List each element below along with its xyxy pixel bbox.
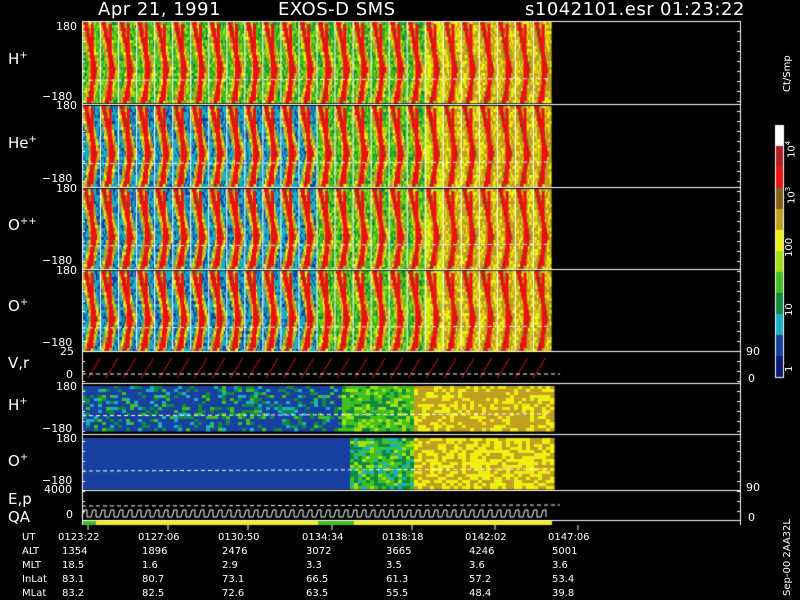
footer-cell: 2.9 (222, 560, 238, 571)
panel-label-o-plus-plus: O++ (8, 216, 37, 234)
footer-side-text: Sep-00 2AA32L (782, 519, 793, 596)
footer-cell: 3.5 (386, 560, 402, 571)
footer-row-name: MLat (22, 588, 47, 599)
footer-cell: 61.3 (386, 574, 409, 585)
panel-tick-bottom: −180 (42, 172, 73, 185)
footer-cell: 53.4 (552, 574, 575, 585)
panel-tick-top: 180 (56, 20, 77, 33)
footer-cell: 80.7 (142, 574, 165, 585)
panel-label-o-plus-2: O+ (8, 452, 29, 470)
header-instrument: EXOS-D SMS (278, 0, 396, 20)
footer-cell: 63.5 (306, 588, 329, 599)
panel-label-h-plus-2: H+ (8, 396, 28, 414)
panel-label-ep: E,p (8, 490, 32, 508)
footer-cell: 0147:06 (548, 532, 590, 543)
footer-cell: 73.1 (222, 574, 245, 585)
colorbar-label-10-4: 104 (784, 140, 798, 158)
footer-cell: 4246 (469, 546, 495, 557)
panel-tick-top: 180 (56, 380, 77, 393)
vr-tick-top: 25 (60, 345, 74, 358)
ep-right-tick-zero: 0 (748, 511, 755, 524)
panel-tick-bottom: −180 (42, 474, 73, 487)
footer-cell: 57.2 (469, 574, 492, 585)
panel-tick-top: 180 (56, 182, 77, 195)
footer-row-name: InLat (22, 574, 47, 585)
footer-cell: 2476 (222, 546, 248, 557)
panel-tick-top: 180 (56, 99, 77, 112)
panel-tick-top: 180 (56, 432, 77, 445)
footer-cell: 5001 (552, 546, 578, 557)
panel-label-qa: QA (8, 508, 31, 526)
panel-tick-bottom: −180 (42, 90, 73, 103)
vr-right-tick-top: 90 (746, 345, 760, 358)
footer-cell: 3072 (306, 546, 332, 557)
footer-row-name: ALT (22, 546, 40, 557)
o-plus-right-tick: 90 (746, 481, 760, 494)
ep-tick-top: 4000 (44, 483, 72, 496)
panel-label-o-plus: O+ (8, 297, 29, 315)
header-date: Apr 21, 1991 (98, 0, 222, 20)
vr-tick-zero: 0 (66, 368, 73, 381)
footer-cell: 0138:18 (382, 532, 424, 543)
footer-row-name: MLT (22, 560, 41, 571)
footer-cell: 1354 (62, 546, 88, 557)
colorbar-label-100: 100 (784, 237, 795, 257)
colorbar-label-10: 10 (784, 303, 795, 316)
footer-cell: 1896 (142, 546, 168, 557)
panel-tick-top: 180 (56, 264, 77, 277)
footer-cell: 83.2 (62, 588, 85, 599)
footer-cell: 0134:34 (302, 532, 344, 543)
footer-row-name: UT (22, 532, 36, 543)
footer-cell: 72.6 (222, 588, 245, 599)
footer-cell: 66.5 (306, 574, 329, 585)
colorbar-label-1: 1 (784, 365, 795, 372)
footer-cell: 83.1 (62, 574, 85, 585)
colorbar-unit: Ct/Smp (782, 55, 793, 92)
colorbar-label-10-3: 103 (784, 186, 798, 204)
footer-cell: 55.5 (386, 588, 409, 599)
footer-cell: 3.6 (552, 560, 568, 571)
footer-cell: 0127:06 (138, 532, 180, 543)
footer-cell: 18.5 (62, 560, 85, 571)
vr-right-tick-zero: 0 (748, 372, 755, 385)
footer-cell: 3665 (386, 546, 412, 557)
footer-cell: 82.5 (142, 588, 165, 599)
footer-cell: 39.8 (552, 588, 575, 599)
footer-cell: 0142:02 (465, 532, 507, 543)
footer-cell: 0130:50 (218, 532, 260, 543)
panel-tick-bottom: −180 (42, 336, 73, 349)
panel-tick-bottom: −180 (42, 254, 73, 267)
footer-cell: 1.6 (142, 560, 158, 571)
header-time: 01:23:22 (660, 0, 745, 20)
panel-label-vr: V,r (8, 354, 30, 372)
header-file: s1042101.esr (525, 0, 655, 20)
panel-label-h-plus: H+ (8, 50, 28, 68)
panel-label-he-plus: He+ (8, 134, 37, 152)
panel-tick-bottom: −180 (42, 422, 73, 435)
footer-cell: 48.4 (469, 588, 492, 599)
footer-cell: 0123:22 (58, 532, 100, 543)
footer-cell: 3.3 (306, 560, 322, 571)
ep-tick-zero: 0 (66, 508, 73, 521)
footer-cell: 3.6 (469, 560, 485, 571)
